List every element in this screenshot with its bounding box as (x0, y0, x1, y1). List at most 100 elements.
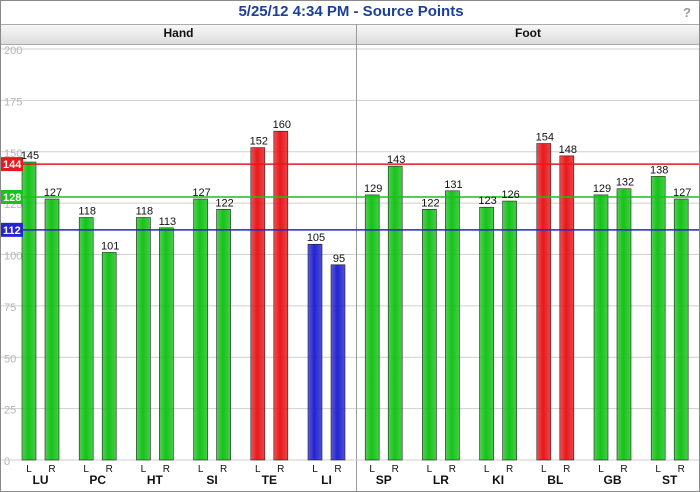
side-label: R (392, 464, 399, 475)
bar-LI-L (307, 243, 323, 461)
y-tick-label: 50 (4, 353, 16, 365)
side-label: L (427, 464, 433, 475)
side-label: R (48, 464, 55, 475)
value-label: 123 (478, 195, 496, 207)
y-tick-label: 0 (4, 456, 10, 468)
bar-ST-L (650, 176, 666, 461)
reference-badge (1, 157, 23, 172)
side-label: R (220, 464, 227, 475)
bar-LR-L (422, 208, 437, 461)
category-label-SI: SI (206, 473, 217, 487)
bar-LR-R (445, 190, 460, 461)
bar-HT-R (159, 227, 174, 461)
y-tick-label: 200 (4, 45, 22, 57)
bar-PC-R (101, 252, 117, 461)
category-label-TE: TE (262, 473, 277, 487)
value-label: 138 (650, 164, 668, 176)
category-label-HT: HT (147, 473, 164, 487)
bar-TE-R (273, 130, 289, 461)
side-label: L (83, 464, 89, 475)
reference-label: 112 (3, 225, 21, 237)
bar-layer (21, 130, 689, 461)
bar-SI-R (216, 208, 231, 461)
category-label-ST: ST (662, 473, 678, 487)
value-label: 118 (136, 206, 154, 218)
y-tick-label: 100 (4, 251, 22, 263)
category-label-PC: PC (89, 473, 106, 487)
side-label: R (106, 464, 113, 475)
value-label: 143 (387, 154, 405, 166)
value-label: 129 (364, 183, 382, 195)
value-label: 122 (421, 197, 439, 209)
category-label-BL: BL (547, 473, 563, 487)
bar-SP-R (387, 165, 403, 461)
reference-label: 144 (3, 159, 22, 171)
side-label: R (334, 464, 341, 475)
value-label: 95 (333, 253, 345, 265)
value-label: 148 (559, 144, 577, 156)
reference-badge (1, 222, 23, 237)
bar-BL-L (536, 143, 552, 461)
bar-GB-L (593, 194, 609, 461)
reference-label: 128 (3, 192, 21, 204)
value-label: 127 (192, 187, 210, 199)
value-label: 154 (536, 132, 554, 144)
side-label: L (255, 464, 261, 475)
side-label: R (620, 464, 627, 475)
side-label: R (678, 464, 685, 475)
value-label: 132 (616, 177, 634, 189)
value-label: 122 (215, 197, 233, 209)
label-layer: 145L127RLU118L101RPC118L113RHT127L122RSI… (21, 119, 692, 487)
help-button[interactable]: ? (683, 5, 691, 20)
bar-PC-L (78, 217, 94, 461)
value-label: 129 (593, 183, 611, 195)
value-label: 127 (44, 187, 62, 199)
bar-GB-R (616, 188, 632, 461)
group-title-foot: Foot (515, 26, 541, 40)
value-label: 127 (673, 187, 691, 199)
bar-KI-R (502, 200, 517, 461)
side-label: R (563, 464, 570, 475)
side-label: L (312, 464, 318, 475)
bar-LU-L (21, 161, 37, 461)
y-tick-label: 75 (4, 302, 16, 314)
side-label: R (449, 464, 456, 475)
category-label-LR: LR (433, 473, 449, 487)
bar-SP-L (364, 194, 380, 461)
value-label: 118 (78, 206, 96, 218)
chart-title: 5/25/12 4:34 PM - Source Points (238, 3, 464, 20)
value-label: 152 (250, 136, 268, 148)
category-label-LI: LI (321, 473, 332, 487)
side-label: L (484, 464, 490, 475)
bar-KI-L (479, 206, 494, 461)
value-label: 126 (501, 189, 519, 201)
bar-HT-L (136, 217, 151, 461)
side-label: L (26, 464, 32, 475)
value-label: 101 (101, 240, 119, 252)
group-title-hand: Hand (163, 26, 194, 40)
side-label: L (141, 464, 147, 475)
category-label-LU: LU (33, 473, 49, 487)
value-label: 160 (273, 119, 291, 131)
side-label: L (655, 464, 661, 475)
value-label: 113 (159, 216, 177, 228)
bar-TE-L (250, 147, 266, 461)
bar-ST-R (673, 198, 689, 461)
side-label: R (163, 464, 170, 475)
reference-badge (1, 189, 23, 204)
group-header-bar: Hand Foot (1, 24, 699, 45)
side-label: L (541, 464, 547, 475)
side-label: R (277, 464, 284, 475)
y-tick-label: 25 (4, 405, 16, 417)
value-label: 131 (444, 179, 462, 191)
side-label: L (598, 464, 604, 475)
bar-LU-R (44, 198, 60, 461)
y-tick-label: 150 (4, 148, 22, 160)
value-label: 145 (21, 150, 39, 162)
bar-LI-R (330, 264, 346, 461)
reference-line-layer: 144 128 112 (1, 157, 699, 237)
value-label: 105 (307, 232, 325, 244)
